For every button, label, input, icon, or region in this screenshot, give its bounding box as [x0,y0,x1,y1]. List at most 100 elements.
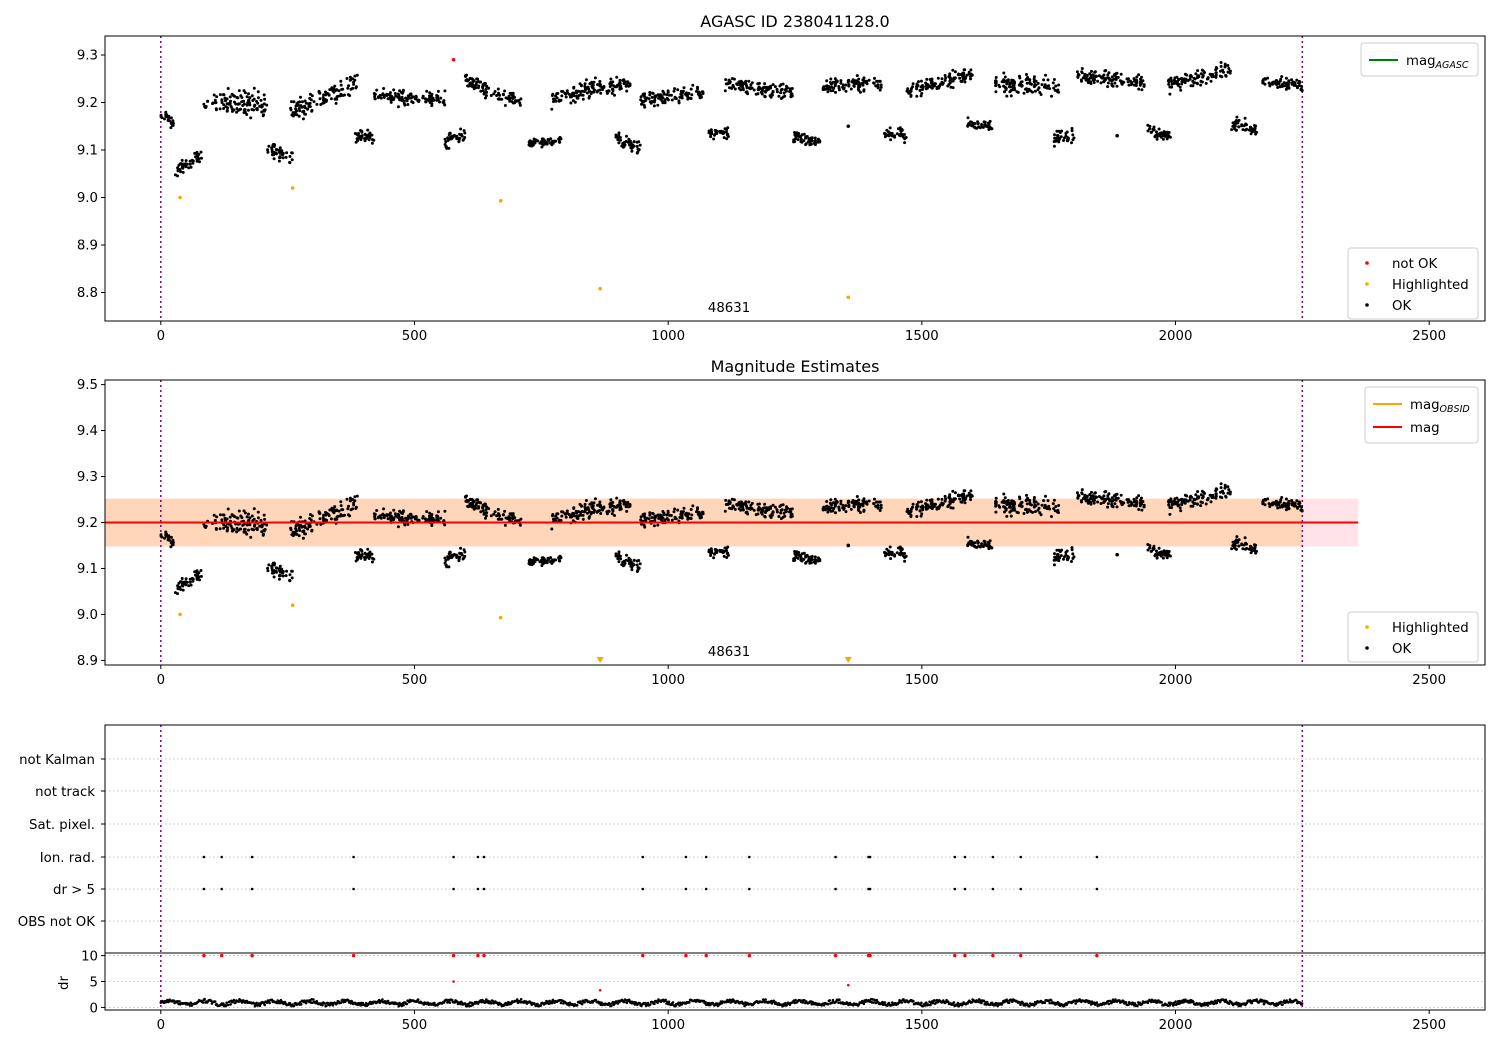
ok-point [635,144,639,148]
legend-point-swatch [1365,282,1369,286]
ok-point [462,137,466,141]
ok-point [497,512,500,516]
ok-point [213,98,217,102]
ok-point [580,89,584,93]
ok-point [709,554,713,557]
ok-point [421,516,425,520]
ok-point [290,100,293,104]
ok-point [591,504,595,508]
ok-point [173,173,177,177]
dr-point [627,998,631,1002]
ok-point [879,506,883,510]
ok-point [709,130,713,134]
ok-point [1243,116,1247,120]
ok-point [1219,482,1223,486]
ok-point [447,146,451,150]
ok-point [222,526,226,530]
ok-point [1296,506,1299,510]
ok-point [1034,79,1038,83]
ok-point [1240,123,1244,127]
ok-point [781,95,785,99]
ok-point [252,86,256,90]
highlighted-point [846,295,851,300]
ok-point [1020,505,1024,509]
ok-point [833,77,837,81]
ok-point [826,510,830,514]
dr-point [616,1002,620,1005]
ok-point [748,86,751,90]
ok-point [466,79,470,83]
ok-point [621,141,625,145]
ok-point [359,548,362,552]
ok-point [1200,80,1204,84]
ok-point [893,554,897,558]
ok-point [484,516,487,520]
ok-point [177,581,181,585]
ok-point [1080,67,1084,70]
ok-point [1005,94,1009,98]
ok-point [550,139,554,143]
ok-point [1292,80,1296,84]
ok-point [530,144,534,148]
ok-point [762,86,766,89]
ok-point [680,94,684,98]
ok-point [409,516,413,520]
ok-point [1052,78,1056,81]
ok-point [638,562,642,566]
ok-point [1070,141,1073,145]
ok-point [1025,507,1028,511]
ok-point [1186,499,1190,503]
ok-point [1111,84,1115,88]
ok-point [1093,70,1097,74]
ok-point [364,133,368,137]
ok-point [969,75,972,78]
ok-point [346,507,350,511]
ok-point [839,79,843,83]
ok-point [953,70,957,74]
ok-point [550,94,554,97]
ok-point [226,106,230,110]
ok-point [726,133,730,137]
ok-point [1167,82,1171,86]
ok-point [278,570,282,574]
ok-point [260,105,264,109]
ok-point [595,510,599,514]
ok-point [1093,491,1097,495]
ok-point [518,103,522,107]
ok-point [1158,134,1162,138]
ok-point [1157,546,1161,550]
ok-point [988,126,992,129]
ok-point [906,87,910,91]
ok-point [394,514,398,518]
ok-point [355,494,359,498]
ok-point [184,159,188,163]
ok-point [1295,499,1299,503]
ok-point [392,88,396,92]
ok-point [558,519,562,523]
ok-point [1214,75,1218,79]
ok-point [1253,126,1257,130]
ok-point [1276,86,1280,89]
ok-point [421,96,425,100]
ok-point [956,73,960,77]
ok-point [397,96,401,100]
ok-point [948,74,951,78]
ok-point [519,517,523,521]
ok-point [580,510,584,513]
line-legend-box [1364,386,1479,444]
ok-point [978,126,982,130]
ok-point [911,502,915,506]
ok-point [770,513,774,517]
ok-point [554,558,558,562]
ok-point [234,102,238,106]
ok-point [372,138,376,142]
ok-point [1195,81,1199,85]
ok-point [425,89,429,93]
ok-point [364,552,368,556]
ok-point [372,557,376,561]
ok-point [341,508,345,512]
ok-point [735,503,739,506]
ok-point [635,140,639,144]
ok-point [1178,85,1182,89]
